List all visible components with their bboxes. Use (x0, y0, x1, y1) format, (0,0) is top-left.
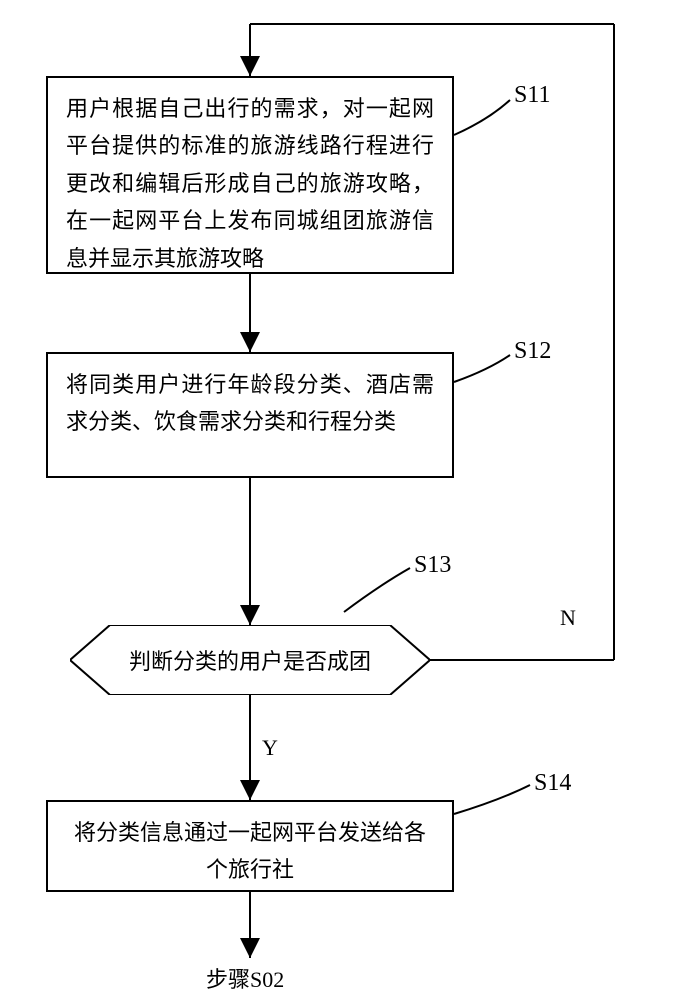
node-s11: 用户根据自己出行的需求，对一起网平台提供的标准的旅游线路行程进行更改和编辑后形成… (46, 76, 454, 274)
label-s11: S11 (514, 82, 550, 109)
edge-label-yes: Y (262, 735, 278, 761)
edge-label-no: N (560, 605, 576, 631)
label-s12: S12 (514, 338, 551, 365)
label-s13: S13 (414, 552, 451, 579)
node-s12: 将同类用户进行年龄段分类、酒店需求分类、饮食需求分类和行程分类 (46, 352, 454, 478)
label-s14: S14 (534, 770, 571, 797)
node-s14-text: 将分类信息通过一起网平台发送给各个旅行社 (74, 820, 426, 882)
node-end-text: 步骤S02 (206, 962, 284, 994)
node-s14: 将分类信息通过一起网平台发送给各个旅行社 (46, 800, 454, 892)
node-s12-text: 将同类用户进行年龄段分类、酒店需求分类、饮食需求分类和行程分类 (66, 372, 434, 434)
node-s11-text: 用户根据自己出行的需求，对一起网平台提供的标准的旅游线路行程进行更改和编辑后形成… (66, 96, 434, 271)
node-s13-text: 判断分类的用户是否成团 (70, 625, 430, 695)
